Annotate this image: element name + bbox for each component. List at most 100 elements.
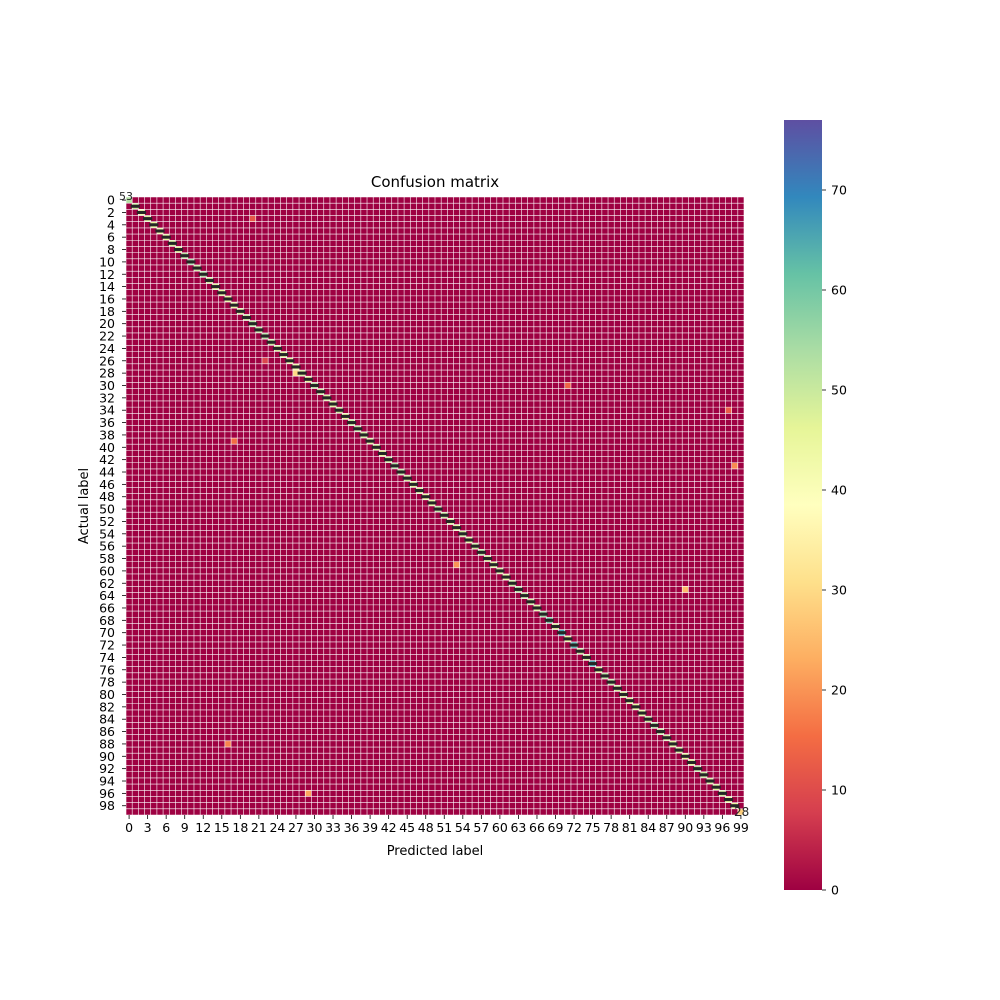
y-tick-label: 94 [99, 774, 115, 789]
diagonal-mark [538, 612, 548, 616]
heatmap-cell [737, 808, 744, 815]
y-tick-label: 26 [99, 353, 115, 368]
y-tick-label: 36 [99, 415, 115, 430]
x-tick-label: 57 [473, 820, 489, 835]
diagonal-mark [340, 414, 350, 418]
x-tick-label: 60 [492, 820, 508, 835]
diagonal-mark [384, 458, 394, 462]
diagonal-mark [458, 532, 468, 536]
y-tick-label: 70 [99, 625, 115, 640]
diagonal-mark [575, 649, 585, 653]
x-tick-label: 15 [214, 820, 230, 835]
chart-title: Confusion matrix [371, 173, 499, 191]
diagonal-mark [637, 711, 647, 715]
diagonal-mark [557, 631, 567, 635]
diagonal-mark [186, 260, 196, 264]
colorbar-ticks: 0 10 20 30 40 50 60 70 [822, 183, 847, 898]
diagonal-mark [445, 519, 456, 523]
diagonal-mark [297, 371, 307, 375]
heatmap-cell [126, 197, 133, 204]
y-tick-label: 76 [99, 662, 115, 677]
diagonal-mark [254, 328, 264, 332]
diagonal-mark [285, 359, 295, 363]
x-tick-label: 51 [436, 820, 452, 835]
diagonal-mark [260, 334, 270, 338]
diagonal-mark [217, 291, 227, 295]
diagonal-mark [279, 353, 289, 357]
diagonal-mark [668, 742, 678, 746]
diagonal-mark [272, 346, 282, 350]
y-tick-label: 6 [107, 230, 115, 245]
x-tick-label: 36 [344, 820, 360, 835]
diagonal-mark [470, 544, 480, 548]
x-tick-label: 96 [714, 820, 730, 835]
y-tick-label: 96 [99, 786, 115, 801]
colorbar-tick-label: 40 [831, 483, 847, 498]
diagonal-value-marks [130, 204, 740, 808]
diagonal-mark [316, 390, 326, 394]
y-tick-label: 68 [99, 613, 115, 628]
y-tick-label: 74 [99, 650, 115, 665]
diagonal-mark [532, 606, 542, 610]
diagonal-mark [520, 594, 530, 598]
diagonal-mark [371, 445, 381, 449]
diagonal-mark [631, 705, 641, 709]
y-tick-label: 50 [99, 502, 115, 517]
colorbar-tick-label: 70 [831, 183, 847, 198]
diagonal-mark [655, 730, 666, 734]
y-tick-label: 60 [99, 563, 115, 578]
diagonal-mark [544, 618, 554, 622]
heatmap-cell [231, 438, 238, 445]
diagonal-mark [526, 600, 536, 604]
heatmap-gridlines [125, 196, 745, 816]
diagonal-mark [495, 569, 505, 573]
y-tick-label: 34 [99, 403, 115, 418]
y-tick-label: 10 [99, 254, 115, 269]
cell-annotation: 53 [119, 190, 133, 203]
y-tick-label: 84 [99, 712, 115, 727]
x-tick-label: 12 [195, 820, 211, 835]
diagonal-mark [563, 637, 573, 641]
heatmap-cell [292, 370, 300, 377]
diagonal-mark [618, 692, 629, 697]
diagonal-mark [223, 297, 233, 301]
colorbar-tick-label: 20 [831, 683, 847, 698]
diagonal-mark [180, 254, 190, 258]
x-tick-label: 27 [288, 820, 304, 835]
x-tick-label: 93 [696, 820, 712, 835]
x-tick-label: 45 [399, 820, 415, 835]
diagonal-mark [662, 736, 672, 740]
y-tick-label: 40 [99, 440, 115, 455]
diagonal-mark [606, 680, 616, 684]
y-tick-label: 42 [99, 452, 115, 467]
diagonal-mark [569, 643, 579, 647]
y-tick-label: 14 [99, 279, 115, 294]
diagonal-mark [612, 686, 622, 690]
x-tick-label: 30 [307, 820, 323, 835]
y-tick-label: 38 [99, 427, 115, 442]
diagonal-mark [625, 699, 635, 703]
diagonal-mark [421, 495, 431, 499]
diagonal-mark [649, 723, 659, 727]
x-tick-label: 48 [418, 820, 434, 835]
diagonal-mark [359, 433, 369, 437]
diagonal-mark [353, 427, 363, 431]
y-tick-label: 82 [99, 699, 115, 714]
colorbar-tick-label: 50 [831, 383, 847, 398]
diagonal-mark [439, 513, 449, 517]
x-tick-label: 6 [162, 820, 170, 835]
diagonal-mark [266, 340, 276, 344]
x-tick-label: 75 [585, 820, 601, 835]
heatmap-cell [725, 407, 732, 414]
y-tick-label: 30 [99, 378, 115, 393]
y-tick-label: 92 [99, 761, 115, 776]
cell-annotation: 28 [734, 805, 749, 819]
diagonal-mark [130, 204, 140, 208]
y-tick-label: 90 [99, 749, 115, 764]
heatmap-plot-area: 53 28 [119, 190, 749, 819]
y-tick-label: 72 [99, 638, 115, 653]
y-tick-label: 86 [99, 724, 115, 739]
diagonal-mark [248, 322, 258, 326]
y-tick-label: 66 [99, 600, 115, 615]
